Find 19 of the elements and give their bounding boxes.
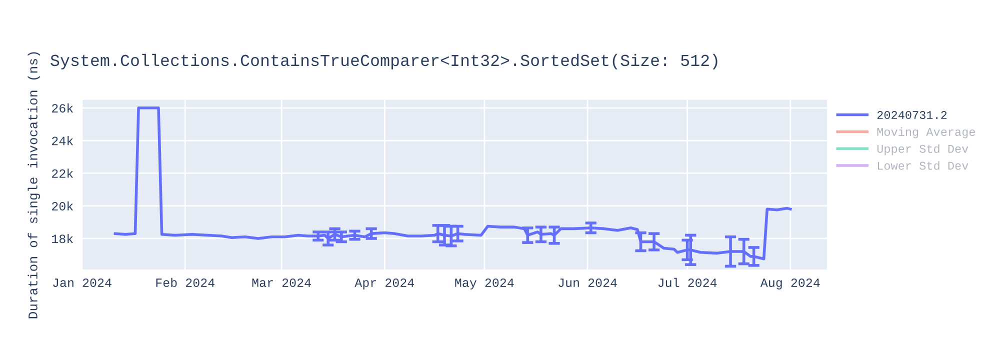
y-tick-label: 20k [52, 201, 74, 210]
y-axis-title: Duration of single invocation (ns) [28, 52, 40, 318]
x-tick-label: Mar 2024 [252, 278, 311, 288]
y-tick-label: 24k [52, 136, 74, 146]
y-tick-label: 26k [52, 103, 74, 113]
x-tick-label: Jul 2024 [658, 278, 717, 288]
y-tick-label: 18k [52, 234, 74, 244]
legend-label: 20240731.2 [877, 111, 947, 120]
y-tick-label: 22k [52, 168, 74, 178]
x-tick-label: Feb 2024 [156, 278, 214, 288]
legend-label: Upper Std Dev [877, 144, 968, 156]
x-tick-label: May 2024 [455, 278, 514, 290]
x-tick-label: Jan 2024 [53, 278, 112, 288]
x-tick-label: Apr 2024 [354, 278, 414, 290]
legend-label: Moving Average [877, 127, 975, 138]
chart-title: System.Collections.ContainsTrueComparer<Int32>.SortedSet(Size: 512) [50, 54, 718, 70]
legend-label: Lower Std Dev [878, 161, 968, 170]
x-tick-label: Aug 2024 [760, 278, 820, 290]
x-tick-label: Jun 2024 [558, 278, 617, 288]
